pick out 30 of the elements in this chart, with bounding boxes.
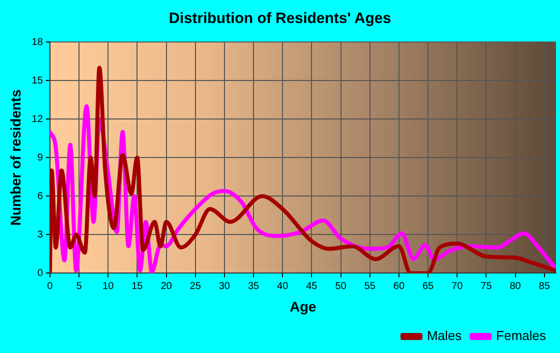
x-tick-label: 30	[218, 280, 230, 292]
y-tick-label: 0	[37, 268, 44, 279]
y-tick-label: 6	[37, 190, 44, 202]
y-tick-label: 15	[32, 75, 44, 86]
x-tick-label: 10	[102, 280, 114, 292]
legend-label: Males	[426, 328, 462, 344]
x-tick-label: 80	[510, 280, 522, 292]
x-tick-label: 65	[422, 280, 434, 292]
x-tick-label: 35	[248, 280, 260, 292]
x-tick-label: 40	[277, 280, 289, 292]
x-tick-label: 85	[538, 280, 550, 292]
chart-title: Distribution of Residents' Ages	[168, 10, 392, 28]
x-tick-label: 45	[306, 280, 318, 292]
y-tick-label: 3	[37, 229, 44, 240]
y-tick-label: 12	[32, 114, 44, 125]
x-tick-label: 70	[452, 280, 464, 292]
y-tick-label: 9	[37, 152, 44, 164]
x-tick-label: 20	[160, 280, 172, 292]
x-tick-label: 75	[480, 280, 492, 292]
x-axis-title: Age	[290, 298, 316, 314]
legend-label: Females	[496, 328, 546, 344]
x-tick-label: 50	[335, 280, 347, 292]
x-tick-label: 60	[393, 280, 405, 292]
x-tick-label: 0	[47, 280, 54, 292]
y-axis-title: Number of residents	[7, 89, 24, 226]
x-tick-label: 15	[132, 280, 144, 292]
y-tick-label: 18	[32, 36, 44, 48]
x-tick-label: 55	[364, 280, 376, 292]
x-tick-label: 5	[76, 280, 82, 292]
x-tick-label: 25	[190, 280, 202, 292]
